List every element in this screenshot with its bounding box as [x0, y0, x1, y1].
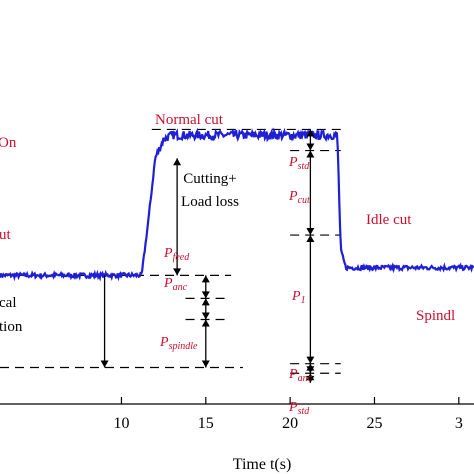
dimension-arrows [100, 129, 315, 383]
symbol-p-std-top: Pstd [288, 155, 310, 172]
x-axis-label: Time t(s) [233, 456, 292, 473]
annotation-cal: cal [0, 295, 16, 311]
arrow-head [201, 360, 210, 368]
x-tick-label: 10 [113, 415, 129, 432]
annotation-load-loss: Load loss [181, 194, 239, 210]
annotation-on: On [0, 135, 17, 151]
annotation-cutting: Cutting+ [183, 171, 236, 187]
annotation-spindl: Spindl [416, 308, 455, 324]
arrow-head [173, 158, 182, 166]
symbol-p-cut: Pcut [288, 189, 310, 206]
x-tick-label: 15 [198, 415, 214, 432]
arrow-head [173, 268, 182, 276]
symbol-p-feed: Pfeed [163, 246, 190, 263]
arrow-head [201, 291, 210, 299]
arrow-head [201, 312, 210, 320]
annotation-cut-left: ut [0, 227, 12, 243]
arrow-head [306, 363, 315, 371]
symbol-p-anc-2: Panc [288, 367, 313, 384]
x-tick-label: 20 [282, 415, 298, 432]
arrow-head [100, 360, 109, 368]
annotation-tion: tion [0, 319, 23, 335]
symbol-p-anc-1: Panc [163, 276, 188, 293]
x-tick-label: 3 [455, 415, 463, 432]
x-ticks: 10 15 20 25 3 [113, 397, 463, 432]
arrow-head [306, 150, 315, 158]
x-tick-label: 25 [366, 415, 382, 432]
arrow-head [306, 143, 315, 151]
symbol-p-spindle: Pspindle [159, 335, 198, 352]
arrow-head [201, 275, 210, 283]
arrow-head [306, 235, 315, 243]
arrow-head [201, 319, 210, 327]
annotation-idle-cut: Idle cut [366, 212, 412, 228]
arrow-head [306, 228, 315, 236]
symbol-p-1: P1 [291, 289, 306, 306]
arrow-head [306, 129, 315, 137]
arrow-head [201, 298, 210, 306]
arrow-head [306, 356, 315, 364]
arrow-head [306, 373, 315, 381]
symbol-p-std-2: Pstd [288, 400, 310, 417]
power-signal-line [0, 127, 474, 282]
annotation-normal-cut: Normal cut [155, 112, 224, 128]
